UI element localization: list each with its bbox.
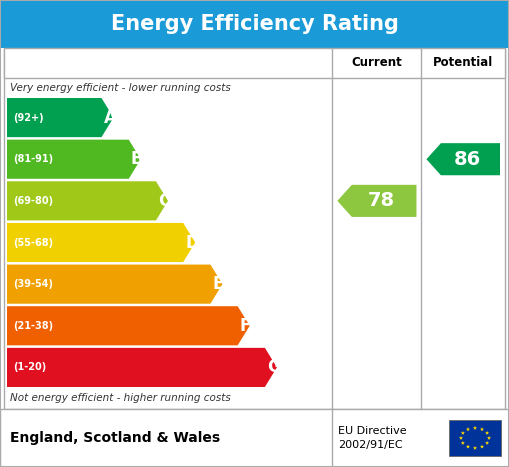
Polygon shape — [427, 143, 500, 175]
Polygon shape — [7, 98, 114, 137]
Text: Very energy efficient - lower running costs: Very energy efficient - lower running co… — [10, 83, 231, 93]
Polygon shape — [337, 185, 416, 217]
Polygon shape — [487, 436, 491, 440]
Text: (55-68): (55-68) — [13, 238, 53, 248]
Bar — [449, 420, 501, 456]
Polygon shape — [461, 431, 465, 435]
Bar — [4, 48, 505, 409]
Bar — [0, 0, 509, 48]
Text: Not energy efficient - higher running costs: Not energy efficient - higher running co… — [10, 393, 231, 403]
Text: (21-38): (21-38) — [13, 321, 53, 331]
Polygon shape — [473, 446, 477, 450]
Text: E: E — [212, 275, 224, 293]
Polygon shape — [461, 441, 465, 445]
Text: C: C — [158, 192, 170, 210]
Polygon shape — [7, 306, 250, 346]
Polygon shape — [485, 431, 489, 435]
Polygon shape — [7, 223, 195, 262]
Polygon shape — [485, 441, 489, 445]
Text: Potential: Potential — [433, 57, 493, 70]
Polygon shape — [473, 426, 477, 430]
Text: (1-20): (1-20) — [13, 362, 46, 372]
Text: 78: 78 — [367, 191, 395, 210]
Polygon shape — [7, 181, 168, 220]
Text: B: B — [131, 150, 144, 168]
Polygon shape — [480, 445, 484, 448]
Polygon shape — [466, 445, 470, 448]
Polygon shape — [466, 427, 470, 431]
Text: G: G — [267, 359, 280, 376]
Polygon shape — [459, 436, 463, 440]
Text: England, Scotland & Wales: England, Scotland & Wales — [10, 431, 220, 445]
Text: (92+): (92+) — [13, 113, 44, 122]
Text: 86: 86 — [454, 150, 481, 169]
Text: Current: Current — [352, 57, 402, 70]
Polygon shape — [7, 265, 222, 304]
Text: F: F — [240, 317, 251, 335]
Polygon shape — [7, 348, 277, 387]
Text: D: D — [185, 234, 199, 252]
Bar — [0, 409, 509, 467]
Bar — [4, 48, 505, 78]
Text: Energy Efficiency Rating: Energy Efficiency Rating — [110, 14, 399, 34]
Text: (69-80): (69-80) — [13, 196, 53, 206]
Polygon shape — [7, 140, 141, 179]
Text: EU Directive
2002/91/EC: EU Directive 2002/91/EC — [338, 426, 407, 450]
Text: (81-91): (81-91) — [13, 154, 53, 164]
Text: A: A — [103, 108, 117, 127]
Text: (39-54): (39-54) — [13, 279, 53, 289]
Polygon shape — [480, 427, 484, 431]
